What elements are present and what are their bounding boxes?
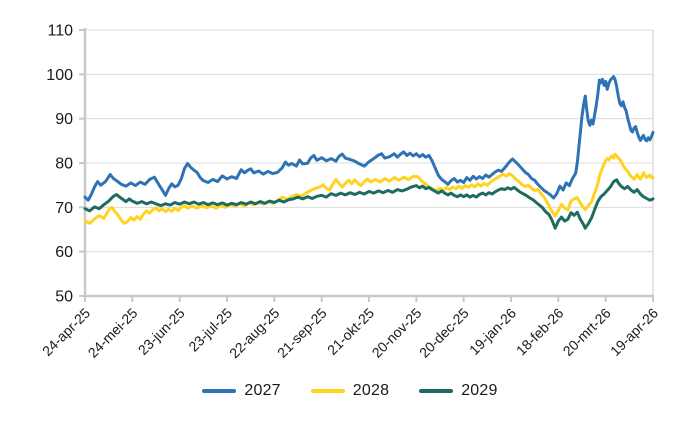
x-axis-label: 21-sep-25 bbox=[274, 305, 330, 361]
y-axis-label: 60 bbox=[55, 244, 73, 261]
series-line-2027 bbox=[83, 75, 655, 202]
y-axis-label: 110 bbox=[47, 23, 73, 40]
x-axis-label: 22-aug-25 bbox=[226, 305, 283, 362]
x-axis: 24-apr-2524-mei-2523-jun-2523-jul-2522-a… bbox=[39, 296, 661, 361]
legend-swatch-2029 bbox=[419, 389, 454, 393]
legend-swatch-2028 bbox=[310, 389, 345, 393]
x-axis-label: 18-feb-26 bbox=[513, 305, 567, 359]
x-axis-label: 20-dec-25 bbox=[416, 305, 472, 361]
x-axis-label: 20-nov-25 bbox=[369, 305, 425, 361]
y-axis-label: 90 bbox=[55, 111, 73, 128]
legend-item-2028: 2028 bbox=[310, 382, 390, 400]
x-axis-label: 24-mei-25 bbox=[85, 305, 141, 361]
legend-swatch-2027 bbox=[202, 389, 237, 393]
series-line-2029 bbox=[83, 178, 655, 230]
chart-legend: 2027 2028 2029 bbox=[0, 382, 700, 400]
legend-item-2027: 2027 bbox=[202, 382, 281, 400]
y-axis-label: 80 bbox=[55, 156, 73, 173]
y-axis: 50 60 70 80 90 100 110 bbox=[46, 23, 85, 306]
legend-label-2027: 2027 bbox=[244, 382, 281, 399]
x-axis-label: 19-jan-26 bbox=[466, 305, 519, 358]
x-axis-label: 19-apr-26 bbox=[607, 305, 661, 359]
legend-item-2029: 2029 bbox=[419, 382, 497, 400]
x-axis-label: 20-mrt-26 bbox=[560, 305, 614, 359]
x-axis-label: 23-jun-25 bbox=[135, 305, 188, 358]
y-axis-label: 100 bbox=[46, 67, 73, 84]
y-axis-label: 70 bbox=[55, 200, 73, 217]
y-axis-label: 50 bbox=[55, 289, 73, 306]
legend-label-2029: 2029 bbox=[461, 382, 498, 399]
legend-label-2028: 2028 bbox=[352, 382, 390, 399]
